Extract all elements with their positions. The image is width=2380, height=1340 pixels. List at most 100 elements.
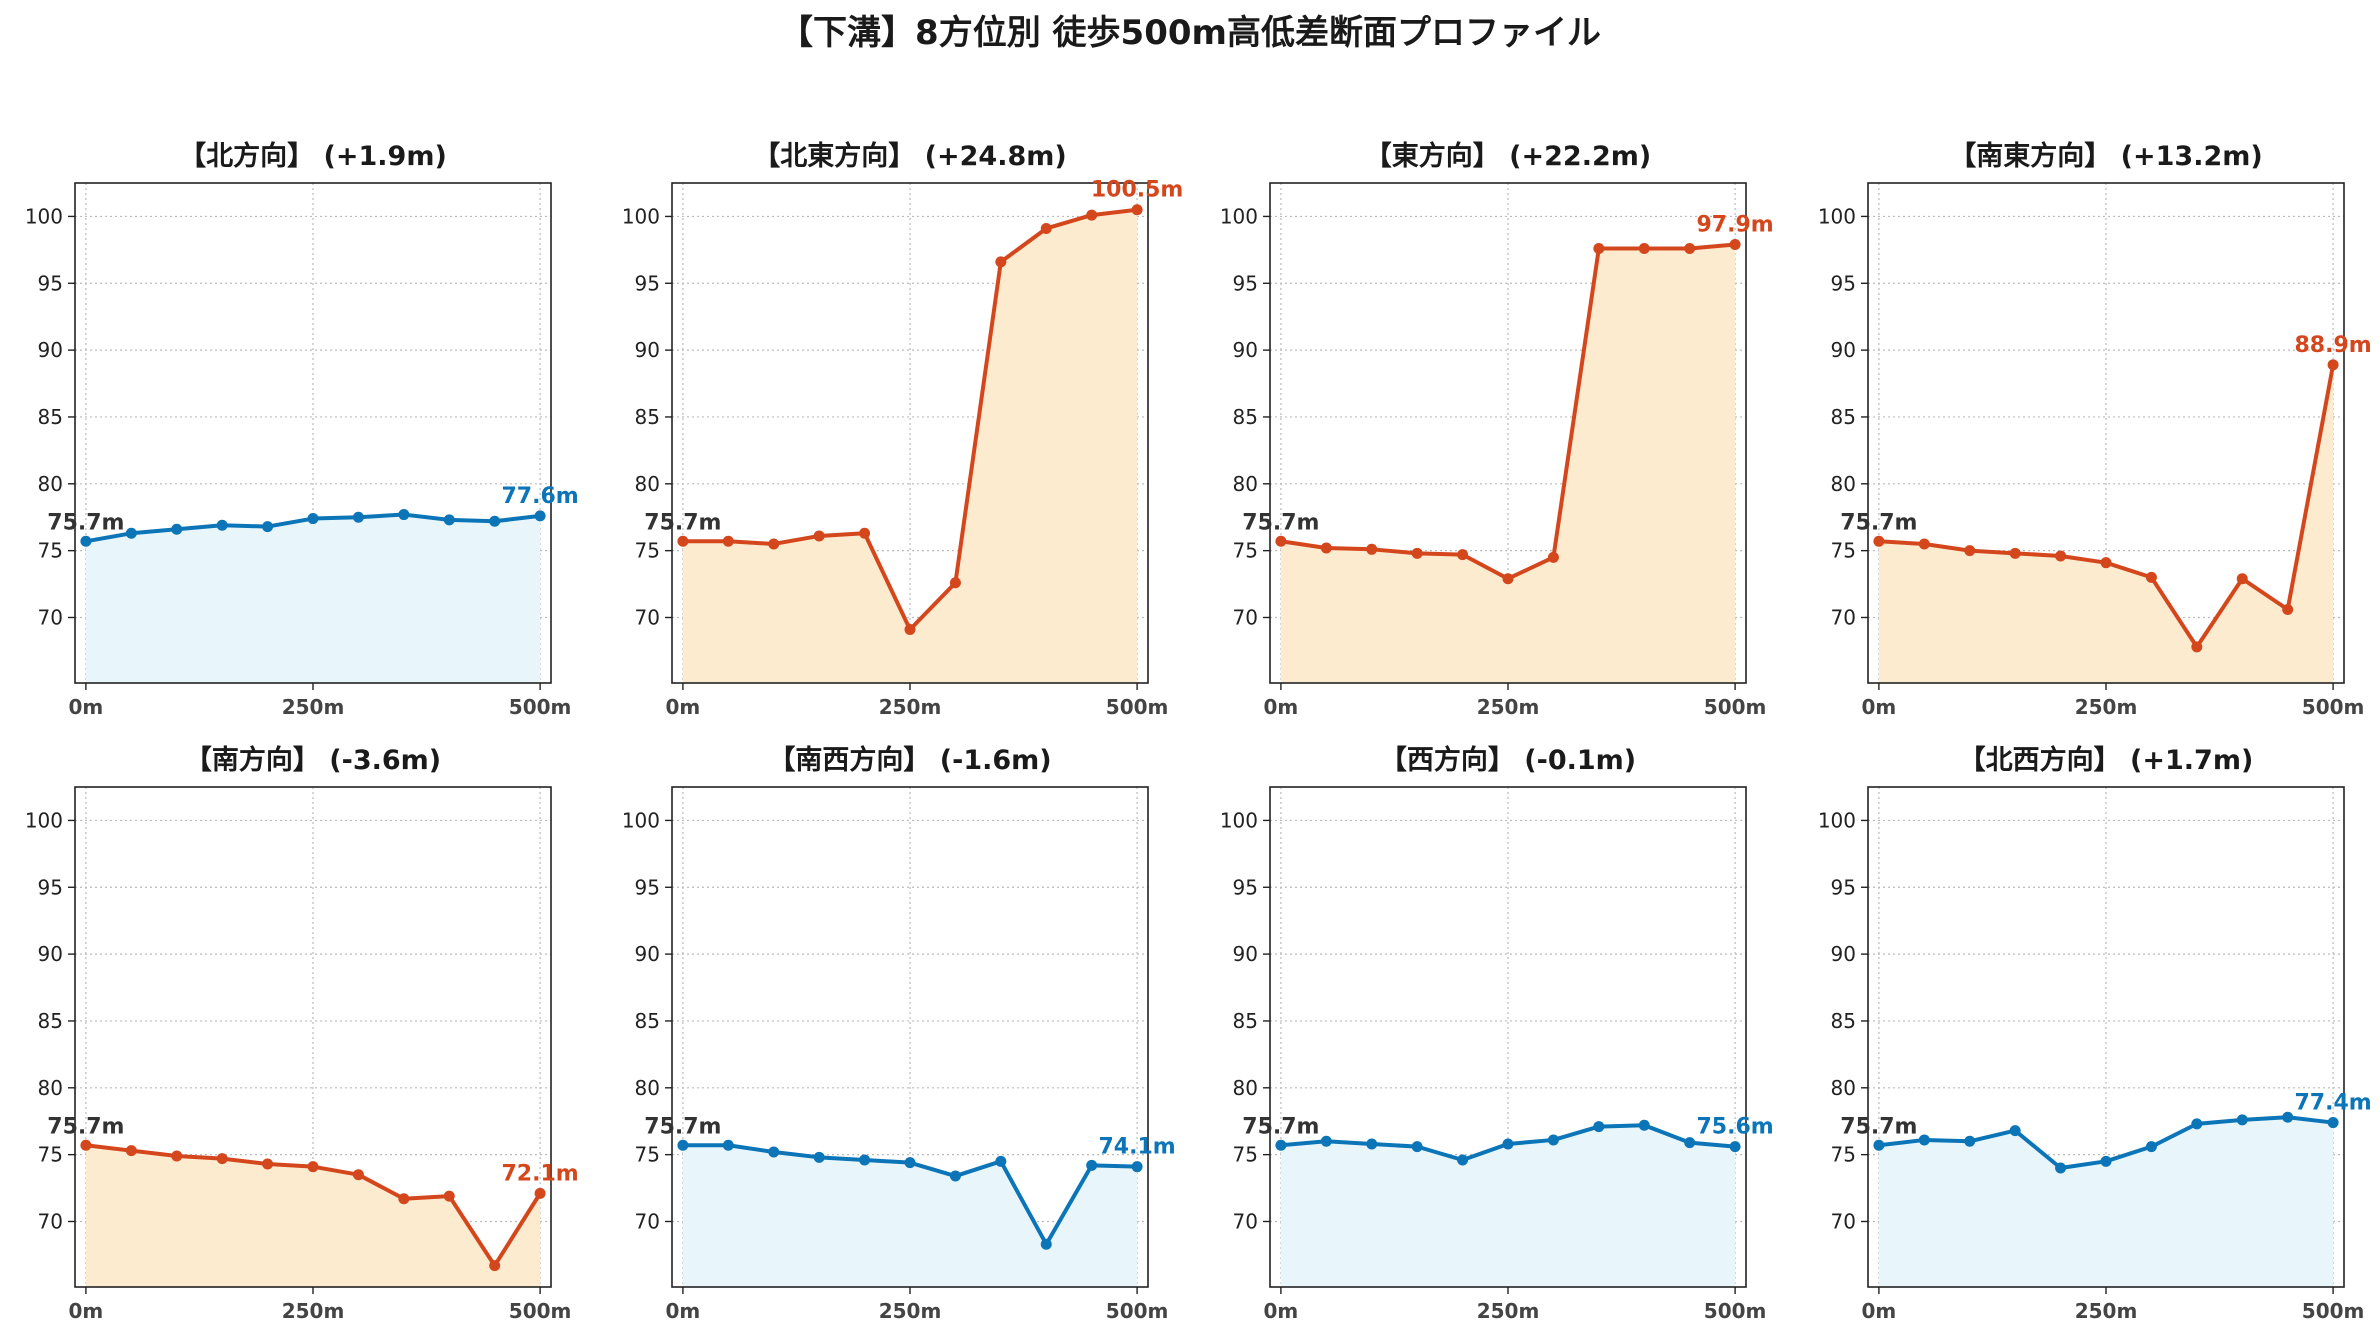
data-point-4 [2009, 1125, 2021, 1137]
panel-1: 70 75 80 85 90 95 100 0m 250m 500m 【北方向】 (+1.9m) 75… [25, 140, 579, 719]
data-point-1 [1275, 535, 1287, 547]
start-label: 75.7m [1840, 510, 1917, 535]
data-point-3 [1366, 1138, 1378, 1150]
ytick-label-1: 70 [1831, 1209, 1856, 1233]
ytick-label-5: 90 [1233, 338, 1258, 362]
data-point-5 [1457, 1154, 1469, 1166]
ytick-label-7: 100 [622, 808, 660, 832]
data-point-1 [80, 1139, 92, 1151]
data-point-9 [2236, 573, 2248, 585]
data-point-5 [262, 521, 274, 533]
ytick-label-6: 95 [1831, 875, 1856, 899]
panel-title: 【北東方向】 (+24.8m) [753, 140, 1066, 172]
data-point-1 [1873, 535, 1885, 547]
panel-7: 70 75 80 85 90 95 100 0m 250m 500m 【西方向】 (-0.1m) 75… [1220, 744, 1774, 1323]
data-point-10 [2282, 603, 2294, 615]
data-point-7 [949, 1170, 961, 1182]
ytick-label-6: 95 [38, 271, 63, 295]
ytick-label-4: 85 [1233, 1009, 1258, 1033]
data-point-5 [2055, 1162, 2067, 1174]
data-point-4 [1411, 1141, 1423, 1153]
xtick-label-1: 0m [666, 1299, 701, 1323]
data-point-6 [307, 1161, 319, 1173]
ytick-label-6: 95 [635, 271, 660, 295]
ytick-label-6: 95 [1233, 271, 1258, 295]
data-point-6 [904, 624, 916, 636]
panel-title: 【東方向】 (+22.2m) [1365, 140, 1651, 172]
data-point-2 [722, 535, 734, 547]
ytick-label-3: 80 [635, 472, 660, 496]
data-point-9 [1040, 222, 1052, 234]
data-point-2 [125, 1145, 137, 1157]
xtick-label-3: 500m [509, 1299, 572, 1323]
data-point-8 [398, 1193, 410, 1205]
xtick-label-2: 250m [282, 1299, 345, 1323]
data-point-11 [2327, 1117, 2339, 1129]
panel-title: 【南東方向】 (+13.2m) [1949, 140, 2262, 172]
ytick-label-2: 75 [635, 539, 660, 563]
data-point-7 [352, 511, 364, 523]
ytick-label-3: 80 [1831, 472, 1856, 496]
xtick-label-3: 500m [1704, 1299, 1767, 1323]
xtick-label-3: 500m [509, 695, 572, 719]
ytick-label-3: 80 [1233, 1076, 1258, 1100]
ytick-label-4: 85 [38, 1009, 63, 1033]
start-label: 75.7m [1242, 1114, 1319, 1139]
ytick-label-4: 85 [1831, 405, 1856, 429]
data-point-8 [2191, 641, 2203, 653]
data-point-7 [2145, 1141, 2157, 1153]
ytick-label-3: 80 [38, 472, 63, 496]
area-fill [1280, 244, 1736, 684]
panel-5: 70 75 80 85 90 95 100 0m 250m 500m 【南方向】 (-3.6m) 75… [25, 744, 579, 1323]
xtick-label-3: 500m [1106, 695, 1169, 719]
ytick-label-2: 75 [38, 539, 63, 563]
data-point-1 [1275, 1139, 1287, 1151]
end-label: 72.1m [501, 1161, 578, 1186]
data-point-8 [995, 256, 1007, 268]
ytick-label-1: 70 [635, 1209, 660, 1233]
data-point-5 [859, 1154, 871, 1166]
data-point-2 [1918, 538, 1930, 550]
xtick-label-1: 0m [1862, 1299, 1897, 1323]
ytick-label-4: 85 [38, 405, 63, 429]
end-label: 100.5m [1091, 178, 1184, 203]
ytick-label-7: 100 [1220, 204, 1258, 228]
data-point-11 [1729, 1141, 1741, 1153]
data-point-11 [534, 1187, 546, 1199]
data-point-2 [1320, 1135, 1332, 1147]
ytick-label-5: 90 [1233, 942, 1258, 966]
data-point-6 [1502, 573, 1514, 585]
data-point-3 [171, 1150, 183, 1162]
panels: 70 75 80 85 90 95 100 0m 250m 500m 【北方向】 (+1.9m) 75… [25, 140, 2372, 1323]
panel-title: 【北西方向】 (+1.7m) [1959, 744, 2254, 776]
panel-title: 【西方向】 (-0.1m) [1380, 744, 1636, 776]
ytick-label-6: 95 [38, 875, 63, 899]
panel-8: 70 75 80 85 90 95 100 0m 250m 500m 【北西方向】 (+1.7m) 7… [1818, 744, 2372, 1323]
data-point-10 [489, 515, 501, 527]
data-point-7 [2145, 571, 2157, 583]
xtick-label-3: 500m [1106, 1299, 1169, 1323]
data-point-9 [1638, 243, 1650, 255]
data-point-3 [1366, 543, 1378, 555]
panel-6: 70 75 80 85 90 95 100 0m 250m 500m 【南西方向】 (-1.6m) 7… [622, 744, 1176, 1323]
ytick-label-5: 90 [38, 338, 63, 362]
data-point-11 [2327, 359, 2339, 371]
data-point-11 [1729, 238, 1741, 250]
xtick-label-3: 500m [1704, 695, 1767, 719]
ytick-label-1: 70 [635, 605, 660, 629]
data-point-6 [1502, 1138, 1514, 1150]
ytick-label-7: 100 [1220, 808, 1258, 832]
ytick-label-3: 80 [1233, 472, 1258, 496]
data-point-4 [216, 519, 228, 531]
data-point-8 [1593, 1121, 1605, 1133]
xtick-label-2: 250m [1477, 695, 1540, 719]
data-point-4 [2009, 547, 2021, 559]
ytick-label-1: 70 [1233, 605, 1258, 629]
data-point-10 [1684, 1137, 1696, 1149]
ytick-label-2: 75 [635, 1143, 660, 1167]
data-point-1 [1873, 1139, 1885, 1151]
data-point-6 [904, 1157, 916, 1169]
ytick-label-3: 80 [1831, 1076, 1856, 1100]
ytick-label-2: 75 [38, 1143, 63, 1167]
